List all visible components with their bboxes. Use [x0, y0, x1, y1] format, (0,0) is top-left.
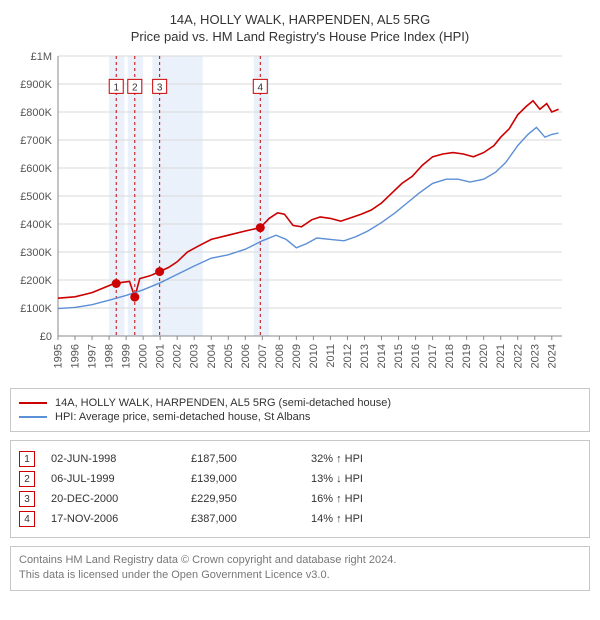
transaction-delta: 16% ↑ HPI: [311, 493, 363, 505]
transaction-price: £387,000: [191, 513, 311, 525]
svg-text:2022: 2022: [512, 344, 524, 368]
svg-text:2: 2: [132, 82, 138, 93]
svg-text:2013: 2013: [359, 344, 371, 368]
legend-swatch-hpi: [19, 416, 47, 418]
svg-text:1995: 1995: [53, 344, 65, 368]
transaction-index: 3: [19, 491, 35, 507]
svg-text:2012: 2012: [342, 344, 354, 368]
svg-text:£300K: £300K: [20, 247, 52, 259]
legend-label-subject: 14A, HOLLY WALK, HARPENDEN, AL5 5RG (sem…: [55, 397, 391, 409]
transaction-delta: 13% ↓ HPI: [311, 473, 363, 485]
transaction-row: 3 20-DEC-2000£229,95016% ↑ HPI: [19, 491, 581, 507]
price-chart: £0 £100K £200K £300K £400K £500K £600K £700K £80…: [10, 50, 590, 380]
svg-text:2002: 2002: [172, 344, 184, 368]
svg-text:£600K: £600K: [20, 163, 52, 175]
transaction-price: £229,950: [191, 493, 311, 505]
chart-title-block: 14A, HOLLY WALK, HARPENDEN, AL5 5RG Pric…: [10, 12, 590, 44]
transaction-index: 1: [19, 451, 35, 467]
svg-text:2020: 2020: [478, 344, 490, 368]
svg-text:£200K: £200K: [20, 275, 52, 287]
credit-line-2: This data is licensed under the Open Gov…: [19, 568, 581, 583]
svg-text:£0: £0: [40, 331, 52, 343]
svg-text:2006: 2006: [240, 344, 252, 368]
svg-text:2017: 2017: [427, 344, 439, 368]
transaction-row: 4 17-NOV-2006£387,00014% ↑ HPI: [19, 511, 581, 527]
svg-text:2016: 2016: [410, 344, 422, 368]
title-line-1: 14A, HOLLY WALK, HARPENDEN, AL5 5RG: [10, 12, 590, 27]
svg-text:2024: 2024: [546, 344, 558, 368]
legend: 14A, HOLLY WALK, HARPENDEN, AL5 5RG (sem…: [10, 388, 590, 432]
svg-text:4: 4: [257, 82, 263, 93]
svg-text:2005: 2005: [223, 344, 235, 368]
svg-text:1: 1: [113, 82, 119, 93]
svg-text:£100K: £100K: [20, 303, 52, 315]
transaction-delta: 14% ↑ HPI: [311, 513, 363, 525]
svg-text:2015: 2015: [393, 344, 405, 368]
svg-text:2008: 2008: [274, 344, 286, 368]
transaction-date: 20-DEC-2000: [51, 493, 191, 505]
svg-text:2021: 2021: [495, 344, 507, 368]
transaction-row: 1 02-JUN-1998£187,50032% ↑ HPI: [19, 451, 581, 467]
svg-text:£700K: £700K: [20, 135, 52, 147]
svg-text:£800K: £800K: [20, 107, 52, 119]
credit-line-1: Contains HM Land Registry data © Crown c…: [19, 553, 581, 568]
svg-text:2019: 2019: [461, 344, 473, 368]
transaction-date: 02-JUN-1998: [51, 453, 191, 465]
chart-svg: £0 £100K £200K £300K £400K £500K £600K £700K £80…: [10, 50, 570, 380]
transaction-date: 17-NOV-2006: [51, 513, 191, 525]
svg-text:1996: 1996: [70, 344, 82, 368]
svg-text:2010: 2010: [308, 344, 320, 368]
svg-text:2011: 2011: [325, 344, 337, 368]
svg-text:£500K: £500K: [20, 191, 52, 203]
svg-text:2000: 2000: [138, 344, 150, 368]
transaction-price: £139,000: [191, 473, 311, 485]
title-line-2: Price paid vs. HM Land Registry's House …: [10, 29, 590, 44]
legend-label-hpi: HPI: Average price, semi-detached house,…: [55, 411, 310, 423]
svg-text:2014: 2014: [376, 344, 388, 368]
svg-text:2007: 2007: [257, 344, 269, 368]
svg-text:2023: 2023: [529, 344, 541, 368]
svg-text:1997: 1997: [87, 344, 99, 368]
svg-text:£900K: £900K: [20, 79, 52, 91]
svg-text:2004: 2004: [206, 344, 218, 368]
svg-text:£1M: £1M: [31, 51, 52, 63]
svg-text:1998: 1998: [104, 344, 116, 368]
svg-text:3: 3: [157, 82, 163, 93]
svg-text:£400K: £400K: [20, 219, 52, 231]
svg-text:2018: 2018: [444, 344, 456, 368]
transactions-table: 1 02-JUN-1998£187,50032% ↑ HPI 2 06-JUL-199…: [10, 440, 590, 538]
transaction-row: 2 06-JUL-1999£139,00013% ↓ HPI: [19, 471, 581, 487]
svg-text:2009: 2009: [291, 344, 303, 368]
transaction-delta: 32% ↑ HPI: [311, 453, 363, 465]
svg-text:2001: 2001: [155, 344, 167, 368]
legend-item-subject: 14A, HOLLY WALK, HARPENDEN, AL5 5RG (sem…: [19, 397, 581, 409]
svg-text:2003: 2003: [189, 344, 201, 368]
legend-swatch-subject: [19, 402, 47, 404]
svg-text:1999: 1999: [121, 344, 133, 368]
transaction-index: 2: [19, 471, 35, 487]
transaction-price: £187,500: [191, 453, 311, 465]
transaction-date: 06-JUL-1999: [51, 473, 191, 485]
legend-item-hpi: HPI: Average price, semi-detached house,…: [19, 411, 581, 423]
credits: Contains HM Land Registry data © Crown c…: [10, 546, 590, 591]
transaction-index: 4: [19, 511, 35, 527]
